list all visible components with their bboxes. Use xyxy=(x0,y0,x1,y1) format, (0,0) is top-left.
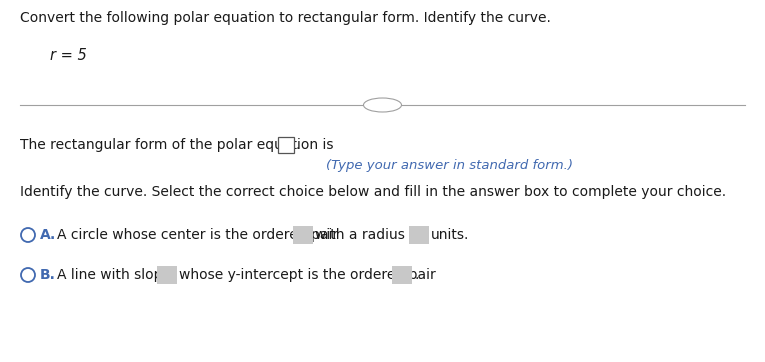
Text: A circle whose center is the ordered pair: A circle whose center is the ordered pai… xyxy=(57,228,338,242)
Text: units.: units. xyxy=(431,228,470,242)
Text: .: . xyxy=(415,268,418,282)
Text: A line with slope: A line with slope xyxy=(57,268,171,282)
FancyBboxPatch shape xyxy=(293,226,313,244)
Text: Convert the following polar equation to rectangular form. Identify the curve.: Convert the following polar equation to … xyxy=(20,11,551,25)
Text: .: . xyxy=(295,138,300,152)
Text: ...: ... xyxy=(382,100,392,110)
Text: B.: B. xyxy=(40,268,56,282)
FancyBboxPatch shape xyxy=(278,137,295,153)
Text: whose y-intercept is the ordered pair: whose y-intercept is the ordered pair xyxy=(179,268,436,282)
Text: r = 5: r = 5 xyxy=(50,47,86,63)
Circle shape xyxy=(21,268,35,282)
Text: (Type your answer in standard form.): (Type your answer in standard form.) xyxy=(326,159,573,172)
FancyBboxPatch shape xyxy=(409,226,429,244)
Circle shape xyxy=(21,228,35,242)
FancyBboxPatch shape xyxy=(158,266,177,284)
Text: A.: A. xyxy=(40,228,57,242)
Text: with a radius of: with a radius of xyxy=(315,228,423,242)
FancyBboxPatch shape xyxy=(392,266,412,284)
Text: Identify the curve. Select the correct choice below and fill in the answer box t: Identify the curve. Select the correct c… xyxy=(20,185,726,199)
Text: The rectangular form of the polar equation is: The rectangular form of the polar equati… xyxy=(20,138,334,152)
Ellipse shape xyxy=(363,98,402,112)
